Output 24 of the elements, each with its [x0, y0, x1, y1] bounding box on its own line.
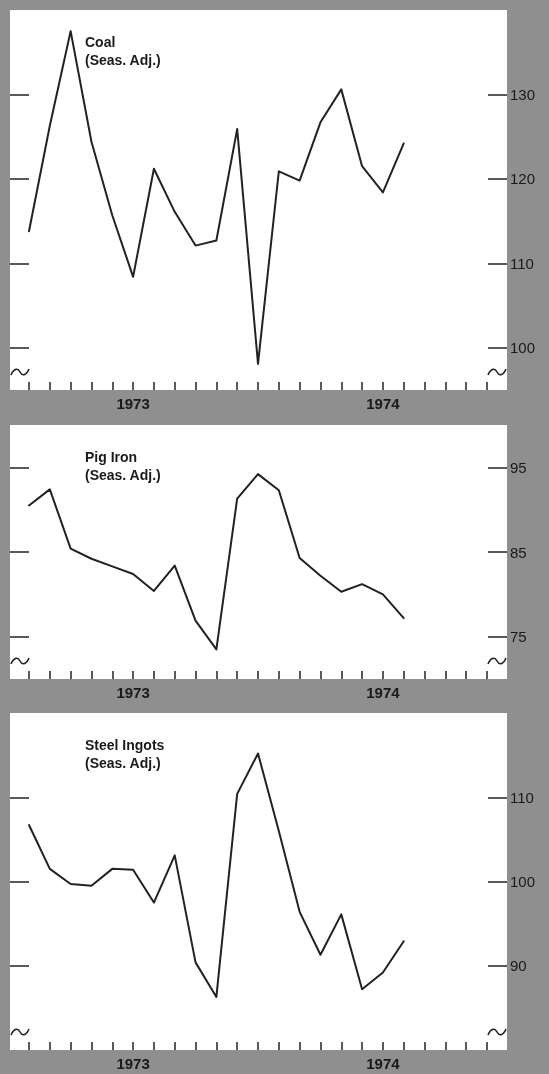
line-series [28, 30, 405, 365]
text: (Seas. Adj.) [85, 467, 161, 483]
x-tick-label: 1974 [366, 1055, 401, 1072]
x-tick-label: 1974 [366, 684, 401, 701]
y-tick-label: 120 [510, 170, 536, 188]
y-tick-label: 130 [510, 85, 536, 103]
line-series [28, 752, 405, 998]
y-tick-label: 90 [510, 957, 527, 975]
y-tick-label: 100 [510, 339, 536, 357]
y-tick-label: 95 [510, 458, 527, 476]
text: (Seas. Adj.) [85, 52, 161, 68]
x-tick-label: 1973 [116, 395, 150, 412]
text: (Seas. Adj.) [85, 755, 161, 771]
y-tick-label: 75 [510, 628, 527, 646]
y-tick-label: 110 [510, 788, 534, 806]
text: Coal [85, 34, 116, 50]
text: Steel Ingots [85, 737, 165, 753]
x-tick-label: 1973 [116, 684, 150, 701]
y-tick-label: 100 [510, 873, 536, 890]
y-tick-label: 110 [510, 254, 534, 272]
text: Pig Iron [85, 449, 138, 465]
y-tick-label: 85 [510, 543, 527, 561]
x-tick-label: 1973 [116, 1055, 150, 1072]
x-tick-label: 1974 [366, 395, 401, 412]
